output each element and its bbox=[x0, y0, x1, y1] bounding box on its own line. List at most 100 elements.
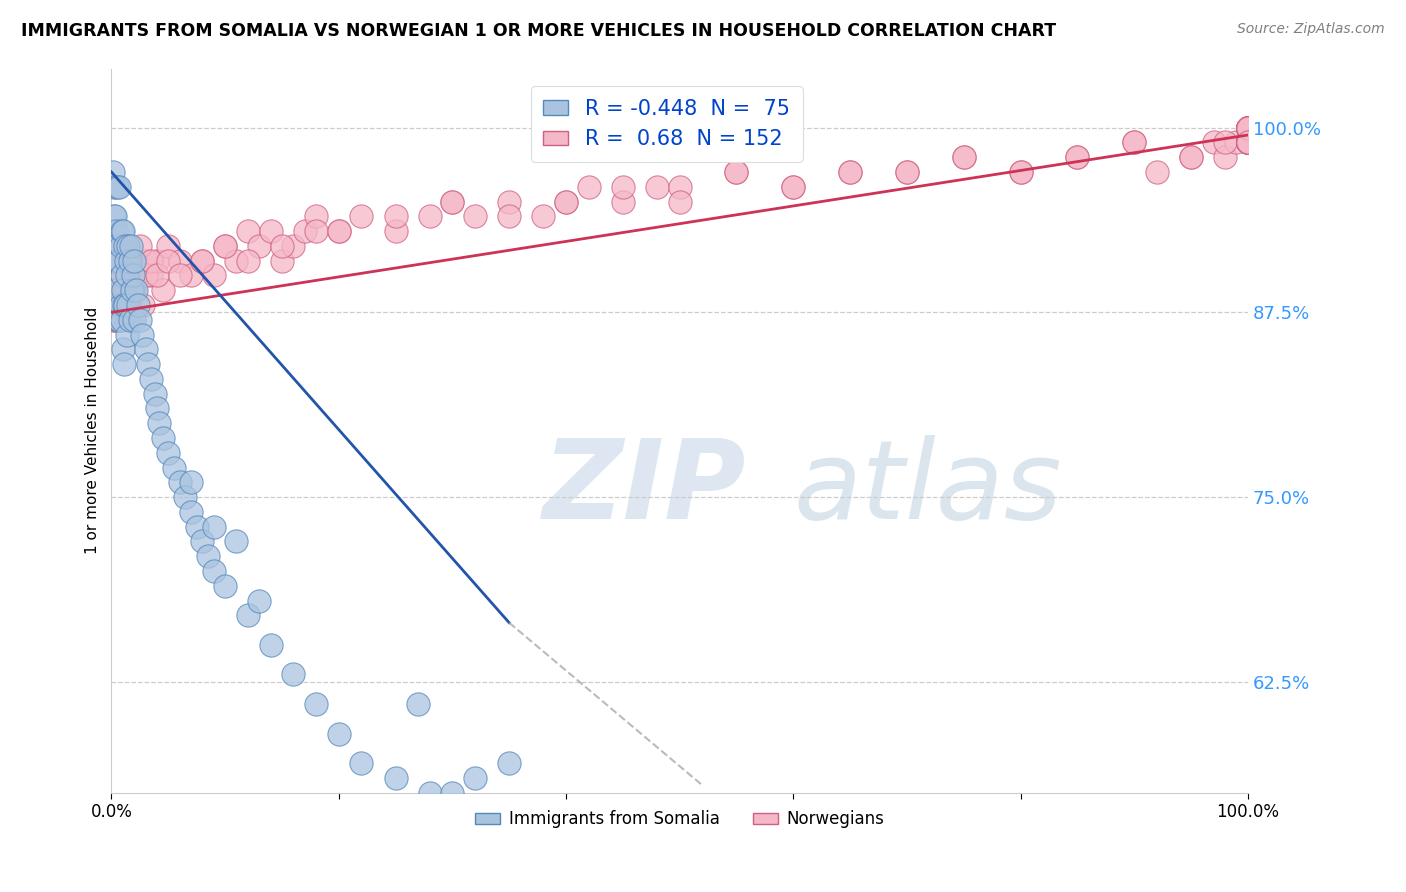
Point bbox=[122, 283, 145, 297]
Point bbox=[121, 283, 143, 297]
Point bbox=[214, 239, 236, 253]
Point bbox=[1066, 150, 1088, 164]
Point bbox=[1237, 120, 1260, 135]
Point bbox=[117, 327, 139, 342]
Point bbox=[896, 165, 918, 179]
Point bbox=[136, 357, 159, 371]
Point bbox=[104, 209, 127, 223]
Point bbox=[896, 165, 918, 179]
Point bbox=[107, 312, 129, 326]
Point bbox=[108, 312, 131, 326]
Point bbox=[1237, 136, 1260, 150]
Point bbox=[782, 179, 804, 194]
Point bbox=[103, 268, 125, 283]
Point bbox=[236, 608, 259, 623]
Point bbox=[555, 194, 578, 209]
Point bbox=[169, 268, 191, 283]
Point bbox=[131, 327, 153, 342]
Point bbox=[117, 268, 139, 283]
Point bbox=[107, 312, 129, 326]
Point bbox=[111, 224, 134, 238]
Point bbox=[112, 357, 135, 371]
Point bbox=[1146, 165, 1168, 179]
Point bbox=[328, 224, 350, 238]
Point bbox=[117, 253, 139, 268]
Point bbox=[121, 268, 143, 283]
Point bbox=[125, 283, 148, 297]
Point bbox=[117, 239, 139, 253]
Point bbox=[441, 194, 464, 209]
Point bbox=[214, 239, 236, 253]
Point bbox=[1123, 136, 1146, 150]
Point bbox=[1237, 120, 1260, 135]
Point bbox=[101, 253, 124, 268]
Point bbox=[108, 253, 131, 268]
Point bbox=[839, 165, 862, 179]
Point bbox=[225, 253, 247, 268]
Point bbox=[120, 253, 142, 268]
Point bbox=[112, 298, 135, 312]
Point bbox=[104, 298, 127, 312]
Point bbox=[143, 386, 166, 401]
Point bbox=[1237, 136, 1260, 150]
Point bbox=[134, 253, 156, 268]
Point bbox=[169, 475, 191, 490]
Point bbox=[259, 224, 281, 238]
Point bbox=[531, 209, 554, 223]
Point bbox=[1237, 120, 1260, 135]
Point bbox=[464, 209, 486, 223]
Point bbox=[103, 312, 125, 326]
Point bbox=[202, 268, 225, 283]
Point bbox=[180, 505, 202, 519]
Point bbox=[132, 298, 155, 312]
Point bbox=[952, 150, 974, 164]
Point bbox=[1237, 136, 1260, 150]
Point bbox=[111, 283, 134, 297]
Point bbox=[1237, 136, 1260, 150]
Point bbox=[247, 239, 270, 253]
Point bbox=[111, 312, 134, 326]
Point bbox=[1237, 120, 1260, 135]
Point bbox=[120, 239, 142, 253]
Point bbox=[110, 239, 132, 253]
Point bbox=[1237, 136, 1260, 150]
Point bbox=[125, 253, 148, 268]
Point bbox=[1237, 136, 1260, 150]
Point bbox=[236, 224, 259, 238]
Point bbox=[1237, 120, 1260, 135]
Point bbox=[115, 239, 138, 253]
Point bbox=[384, 224, 406, 238]
Point bbox=[104, 224, 127, 238]
Point bbox=[157, 239, 180, 253]
Point bbox=[114, 298, 136, 312]
Point bbox=[1237, 120, 1260, 135]
Point bbox=[270, 253, 292, 268]
Point bbox=[197, 549, 219, 564]
Point bbox=[406, 697, 429, 711]
Point bbox=[111, 268, 134, 283]
Point bbox=[668, 194, 690, 209]
Point bbox=[328, 224, 350, 238]
Point bbox=[111, 253, 134, 268]
Text: atlas: atlas bbox=[793, 435, 1062, 542]
Point bbox=[127, 298, 149, 312]
Point bbox=[105, 239, 128, 253]
Point bbox=[104, 312, 127, 326]
Point bbox=[110, 239, 132, 253]
Point bbox=[1237, 120, 1260, 135]
Point bbox=[305, 697, 328, 711]
Point bbox=[146, 401, 169, 416]
Point bbox=[384, 209, 406, 223]
Point bbox=[114, 283, 136, 297]
Text: Source: ZipAtlas.com: Source: ZipAtlas.com bbox=[1237, 22, 1385, 37]
Point bbox=[174, 490, 197, 504]
Point bbox=[107, 253, 129, 268]
Point bbox=[1237, 120, 1260, 135]
Point bbox=[612, 194, 634, 209]
Point bbox=[101, 165, 124, 179]
Point bbox=[283, 667, 305, 681]
Legend: Immigrants from Somalia, Norwegians: Immigrants from Somalia, Norwegians bbox=[468, 804, 890, 835]
Text: ZIP: ZIP bbox=[543, 435, 747, 542]
Point bbox=[104, 283, 127, 297]
Point bbox=[202, 519, 225, 533]
